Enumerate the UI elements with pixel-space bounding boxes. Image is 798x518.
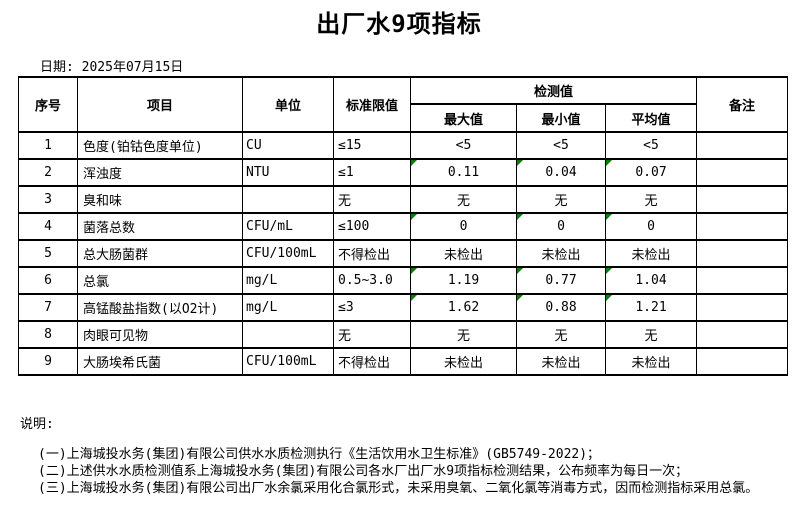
col-header-max: 最大值 (410, 103, 517, 133)
cell-limit: 无 (333, 320, 411, 349)
note-line-2: (二)上述供水水质检测值系上海城投水务(集团)有限公司各水厂出厂水9项指标检测结… (38, 464, 689, 479)
cell-unit (242, 185, 334, 214)
cell-remark (696, 293, 788, 322)
cell-no: 6 (18, 266, 78, 295)
cell-unit: CFU/100mL (242, 347, 334, 376)
cell-min: 0 (516, 212, 606, 241)
cell-min: 未检出 (516, 347, 606, 376)
cell-max: 无 (410, 320, 517, 349)
cell-item: 肉眼可见物 (77, 320, 243, 349)
cell-no: 7 (18, 293, 78, 322)
table-row: 1 色度(铂钴色度单位) CU ≤15 <5 <5 <5 (18, 131, 788, 160)
cell-limit: 0.5~3.0 (333, 266, 411, 295)
cell-limit: 无 (333, 185, 411, 214)
cell-min: 0.77 (516, 266, 606, 295)
col-header-avg: 平均值 (605, 103, 697, 133)
col-header-no: 序号 (18, 76, 78, 133)
cell-limit: 不得检出 (333, 347, 411, 376)
cell-no: 8 (18, 320, 78, 349)
cell-item: 浑浊度 (77, 158, 243, 187)
page-title: 出厂水9项指标 (316, 10, 482, 38)
cell-avg: 1.04 (605, 266, 697, 295)
table-row: 6 总氯 mg/L 0.5~3.0 1.19 0.77 1.04 (18, 266, 788, 295)
notes-label: 说明: (20, 417, 54, 432)
cell-remark (696, 266, 788, 295)
cell-limit: 不得检出 (333, 239, 411, 268)
cell-avg: 0 (605, 212, 697, 241)
cell-avg: 0.07 (605, 158, 697, 187)
cell-unit (242, 320, 334, 349)
cell-limit: ≤100 (333, 212, 411, 241)
cell-item: 大肠埃希氏菌 (77, 347, 243, 376)
cell-avg: 1.21 (605, 293, 697, 322)
cell-remark (696, 131, 788, 160)
cell-limit: ≤1 (333, 158, 411, 187)
col-header-detection: 检测值 (410, 76, 697, 105)
cell-unit: NTU (242, 158, 334, 187)
cell-avg: 未检出 (605, 347, 697, 376)
cell-remark (696, 212, 788, 241)
cell-item: 色度(铂钴色度单位) (77, 131, 243, 160)
cell-max: 0 (410, 212, 517, 241)
table-row: 5 总大肠菌群 CFU/100mL 不得检出 未检出 未检出 未检出 (18, 239, 788, 268)
cell-min: 0.04 (516, 158, 606, 187)
cell-no: 5 (18, 239, 78, 268)
cell-min: 无 (516, 185, 606, 214)
cell-item: 臭和味 (77, 185, 243, 214)
cell-remark (696, 158, 788, 187)
col-header-min: 最小值 (516, 103, 606, 133)
col-header-limit: 标准限值 (333, 76, 411, 133)
cell-item: 总氯 (77, 266, 243, 295)
table-row: 7 高锰酸盐指数(以O2计) mg/L ≤3 1.62 0.88 1.21 (18, 293, 788, 322)
table-row: 9 大肠埃希氏菌 CFU/100mL 不得检出 未检出 未检出 未检出 (18, 347, 788, 376)
cell-item: 总大肠菌群 (77, 239, 243, 268)
cell-unit: mg/L (242, 293, 334, 322)
cell-avg: 无 (605, 185, 697, 214)
cell-unit: CU (242, 131, 334, 160)
cell-min: 0.88 (516, 293, 606, 322)
cell-remark (696, 320, 788, 349)
cell-no: 9 (18, 347, 78, 376)
cell-min: 无 (516, 320, 606, 349)
cell-avg: <5 (605, 131, 697, 160)
notes-section: 说明: (一)上海城投水务(集团)有限公司供水水质检测执行《生活饮用水卫生标准》… (20, 416, 758, 497)
cell-max: 未检出 (410, 239, 517, 268)
cell-max: 1.19 (410, 266, 517, 295)
cell-no: 3 (18, 185, 78, 214)
cell-limit: ≤3 (333, 293, 411, 322)
report-date: 日期: 2025年07月15日 (40, 60, 184, 75)
cell-unit: mg/L (242, 266, 334, 295)
cell-max: 未检出 (410, 347, 517, 376)
table-row: 3 臭和味 无 无 无 无 (18, 185, 788, 214)
cell-no: 4 (18, 212, 78, 241)
cell-remark (696, 239, 788, 268)
cell-avg: 无 (605, 320, 697, 349)
cell-min: <5 (516, 131, 606, 160)
cell-max: <5 (410, 131, 517, 160)
cell-unit: CFU/mL (242, 212, 334, 241)
cell-avg: 未检出 (605, 239, 697, 268)
cell-item: 菌落总数 (77, 212, 243, 241)
cell-limit: ≤15 (333, 131, 411, 160)
cell-remark (696, 347, 788, 376)
cell-max: 0.11 (410, 158, 517, 187)
cell-no: 1 (18, 131, 78, 160)
water-quality-table: 序号 项目 单位 标准限值 检测值 备注 最大值 最小值 平均值 1 色度(铂钴… (18, 76, 788, 376)
col-header-remark: 备注 (696, 76, 788, 133)
cell-remark (696, 185, 788, 214)
cell-no: 2 (18, 158, 78, 187)
table-row: 4 菌落总数 CFU/mL ≤100 0 0 0 (18, 212, 788, 241)
cell-max: 1.62 (410, 293, 517, 322)
note-line-1: (一)上海城投水务(集团)有限公司供水水质检测执行《生活饮用水卫生标准》(GB5… (38, 447, 601, 462)
cell-unit: CFU/100mL (242, 239, 334, 268)
cell-min: 未检出 (516, 239, 606, 268)
note-line-3: (三)上海城投水务(集团)有限公司出厂水余氯采用化合氯形式，未采用臭氧、二氧化氯… (38, 481, 759, 496)
table-row: 8 肉眼可见物 无 无 无 无 (18, 320, 788, 349)
table-row: 2 浑浊度 NTU ≤1 0.11 0.04 0.07 (18, 158, 788, 187)
cell-max: 无 (410, 185, 517, 214)
col-header-item: 项目 (77, 76, 243, 133)
cell-item: 高锰酸盐指数(以O2计) (77, 293, 243, 322)
col-header-unit: 单位 (242, 76, 334, 133)
